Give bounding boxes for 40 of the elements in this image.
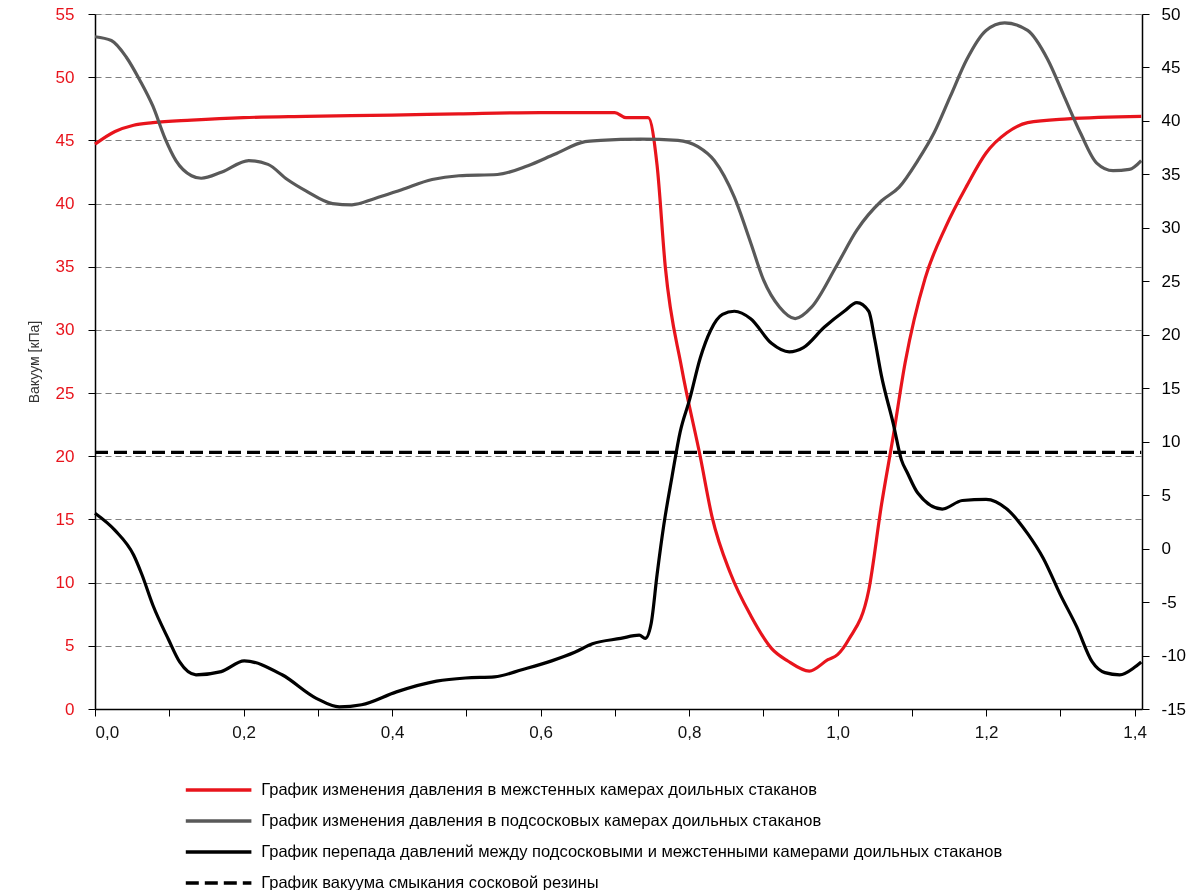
y2-tick-label: 30 — [1161, 218, 1181, 238]
y2-tick-label: 10 — [1161, 432, 1181, 452]
line-series — [93, 110, 1143, 673]
y-tick-label: 50 — [55, 67, 75, 87]
y2-tick-label: 25 — [1161, 271, 1181, 291]
y2-tick-label: 45 — [1161, 57, 1181, 77]
y2-tick-label: 35 — [1161, 164, 1181, 184]
y2-tick-label: 15 — [1161, 378, 1181, 398]
y-tick-label: 25 — [55, 383, 75, 403]
y2-tick-label: 50 — [1161, 4, 1181, 24]
y-tick-label: 5 — [65, 636, 75, 656]
y2-tick-label: 5 — [1161, 485, 1171, 505]
x-tick-label: 1,0 — [826, 722, 850, 742]
y2-tick-label: -10 — [1161, 646, 1187, 666]
y-tick-label: 55 — [55, 4, 75, 24]
legend-label: График изменения давления в межстенных камерах доильных стаканов — [261, 780, 818, 798]
x-tick-label: 1,2 — [974, 722, 999, 742]
legend-label: График перепада давлений между подсосковыми и межстенными камерами доильных стаканов — [261, 842, 1003, 860]
y-tick-label: 30 — [55, 320, 75, 340]
legend-label: График изменения давления в подсосковых камерах доильных стаканов — [261, 811, 822, 829]
y-tick-label: 20 — [55, 446, 75, 466]
x-tick-label: 0,6 — [529, 722, 553, 742]
y-tick-label: 40 — [55, 194, 75, 214]
y2-tick-label: 0 — [1161, 539, 1171, 559]
y-tick-label: 10 — [55, 573, 75, 593]
line-series — [93, 21, 1143, 321]
y-tick-label: 15 — [55, 509, 75, 529]
y-axis-title: Вакуум [кПа] — [25, 320, 42, 404]
x-tick-label: 0,0 — [95, 722, 120, 742]
y-tick-label: 0 — [65, 699, 75, 719]
x-tick-label: 0,2 — [232, 722, 256, 742]
y-tick-label: 35 — [55, 257, 75, 277]
y-tick-label: 45 — [55, 130, 75, 150]
x-tick-label: 0,4 — [380, 722, 405, 742]
y2-tick-label: -5 — [1161, 592, 1177, 612]
y2-tick-label: 40 — [1161, 111, 1181, 131]
x-tick-label: 1,4 — [1123, 722, 1147, 742]
x-tick-label: 0,8 — [677, 722, 702, 742]
y2-tick-label: 20 — [1161, 325, 1181, 345]
y2-tick-label: -15 — [1161, 699, 1187, 719]
